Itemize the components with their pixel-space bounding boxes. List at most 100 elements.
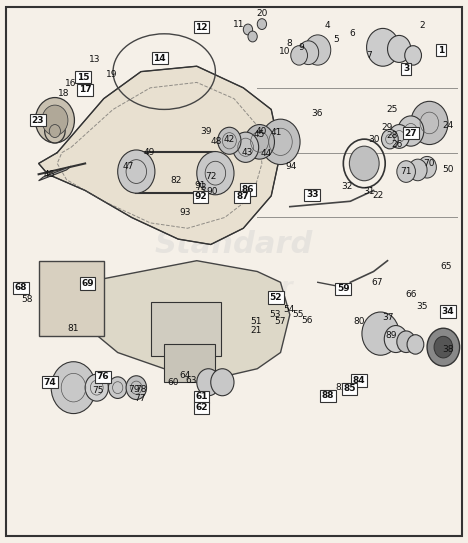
Text: 46: 46 xyxy=(43,170,55,179)
Text: 14: 14 xyxy=(153,54,166,62)
Circle shape xyxy=(366,28,399,66)
Text: 59: 59 xyxy=(337,285,350,293)
Text: 7: 7 xyxy=(366,51,372,60)
Text: 90: 90 xyxy=(207,187,219,196)
Text: 22: 22 xyxy=(373,191,384,200)
Circle shape xyxy=(305,35,331,65)
Circle shape xyxy=(261,119,300,165)
Text: 8: 8 xyxy=(286,39,292,48)
Text: 81: 81 xyxy=(68,324,79,333)
Text: 55: 55 xyxy=(292,310,304,319)
Circle shape xyxy=(427,328,460,366)
Text: 92: 92 xyxy=(194,192,207,201)
Circle shape xyxy=(85,374,109,401)
Circle shape xyxy=(248,31,257,42)
Text: 72: 72 xyxy=(205,173,216,181)
Text: 32: 32 xyxy=(341,182,352,191)
Circle shape xyxy=(350,146,379,181)
Text: 17: 17 xyxy=(79,85,91,94)
Text: 35: 35 xyxy=(417,302,428,311)
Text: 28: 28 xyxy=(387,131,398,140)
Text: 36: 36 xyxy=(311,109,322,118)
Text: 16: 16 xyxy=(66,79,77,88)
Text: 45: 45 xyxy=(254,130,265,140)
Text: 23: 23 xyxy=(31,116,44,125)
Text: 80: 80 xyxy=(353,317,365,326)
Text: 58: 58 xyxy=(21,295,33,304)
Text: 4: 4 xyxy=(324,21,330,30)
Circle shape xyxy=(233,132,259,162)
Text: 27: 27 xyxy=(404,129,417,138)
Circle shape xyxy=(49,124,60,137)
Text: 29: 29 xyxy=(382,123,393,132)
Text: 20: 20 xyxy=(256,9,268,18)
Circle shape xyxy=(418,156,436,178)
Text: 70: 70 xyxy=(424,159,435,168)
Circle shape xyxy=(211,369,234,396)
Text: 94: 94 xyxy=(285,162,296,171)
Text: 6: 6 xyxy=(350,29,356,39)
Text: 68: 68 xyxy=(15,283,27,292)
Circle shape xyxy=(384,325,408,352)
Circle shape xyxy=(397,161,416,182)
Text: 33: 33 xyxy=(306,190,318,199)
Circle shape xyxy=(126,376,146,400)
Text: 69: 69 xyxy=(81,279,94,288)
Text: 49: 49 xyxy=(144,148,155,157)
Text: 43: 43 xyxy=(241,148,253,157)
Text: Standard: Standard xyxy=(155,230,313,259)
Circle shape xyxy=(397,331,416,352)
Text: 62: 62 xyxy=(195,403,208,412)
Text: 24: 24 xyxy=(442,121,453,130)
Text: 12: 12 xyxy=(195,23,208,32)
Text: 66: 66 xyxy=(405,289,417,299)
Text: 54: 54 xyxy=(283,305,294,314)
Text: 31: 31 xyxy=(363,187,375,196)
Circle shape xyxy=(44,119,65,143)
Circle shape xyxy=(291,46,307,65)
Text: 15: 15 xyxy=(77,73,89,81)
Text: 1: 1 xyxy=(438,46,444,54)
Text: 3: 3 xyxy=(403,65,409,73)
Circle shape xyxy=(197,369,220,396)
Circle shape xyxy=(362,312,399,355)
Text: 37: 37 xyxy=(383,313,394,322)
Polygon shape xyxy=(76,261,290,380)
Circle shape xyxy=(381,129,398,149)
Text: 74: 74 xyxy=(44,378,57,387)
Circle shape xyxy=(388,35,411,62)
FancyBboxPatch shape xyxy=(151,302,220,356)
Text: 87: 87 xyxy=(236,192,249,201)
Circle shape xyxy=(245,124,274,159)
Text: 50: 50 xyxy=(442,166,454,174)
Text: 13: 13 xyxy=(88,55,100,64)
Text: 75: 75 xyxy=(92,386,104,395)
Circle shape xyxy=(407,334,424,354)
Circle shape xyxy=(197,151,234,195)
Text: 40: 40 xyxy=(256,127,267,136)
Text: 60: 60 xyxy=(168,378,179,387)
Circle shape xyxy=(411,102,448,144)
Text: 56: 56 xyxy=(302,315,313,325)
Text: 91: 91 xyxy=(195,181,206,190)
Text: 93: 93 xyxy=(179,207,191,217)
Text: 5: 5 xyxy=(334,35,339,43)
Circle shape xyxy=(405,46,422,65)
Text: 47: 47 xyxy=(122,162,134,171)
Text: 88: 88 xyxy=(322,392,334,400)
Circle shape xyxy=(243,24,253,35)
Circle shape xyxy=(51,362,96,414)
Circle shape xyxy=(434,336,453,358)
Text: 63: 63 xyxy=(185,376,197,385)
Text: 77: 77 xyxy=(134,394,146,403)
Text: 39: 39 xyxy=(200,127,212,136)
Text: 76: 76 xyxy=(96,372,109,381)
Text: 25: 25 xyxy=(387,105,398,114)
Text: 38: 38 xyxy=(442,345,454,355)
Text: 18: 18 xyxy=(58,89,70,98)
Text: 61: 61 xyxy=(195,393,208,401)
Text: 48: 48 xyxy=(211,137,222,147)
Circle shape xyxy=(36,98,74,143)
Circle shape xyxy=(398,116,424,146)
Text: 71: 71 xyxy=(401,167,412,176)
